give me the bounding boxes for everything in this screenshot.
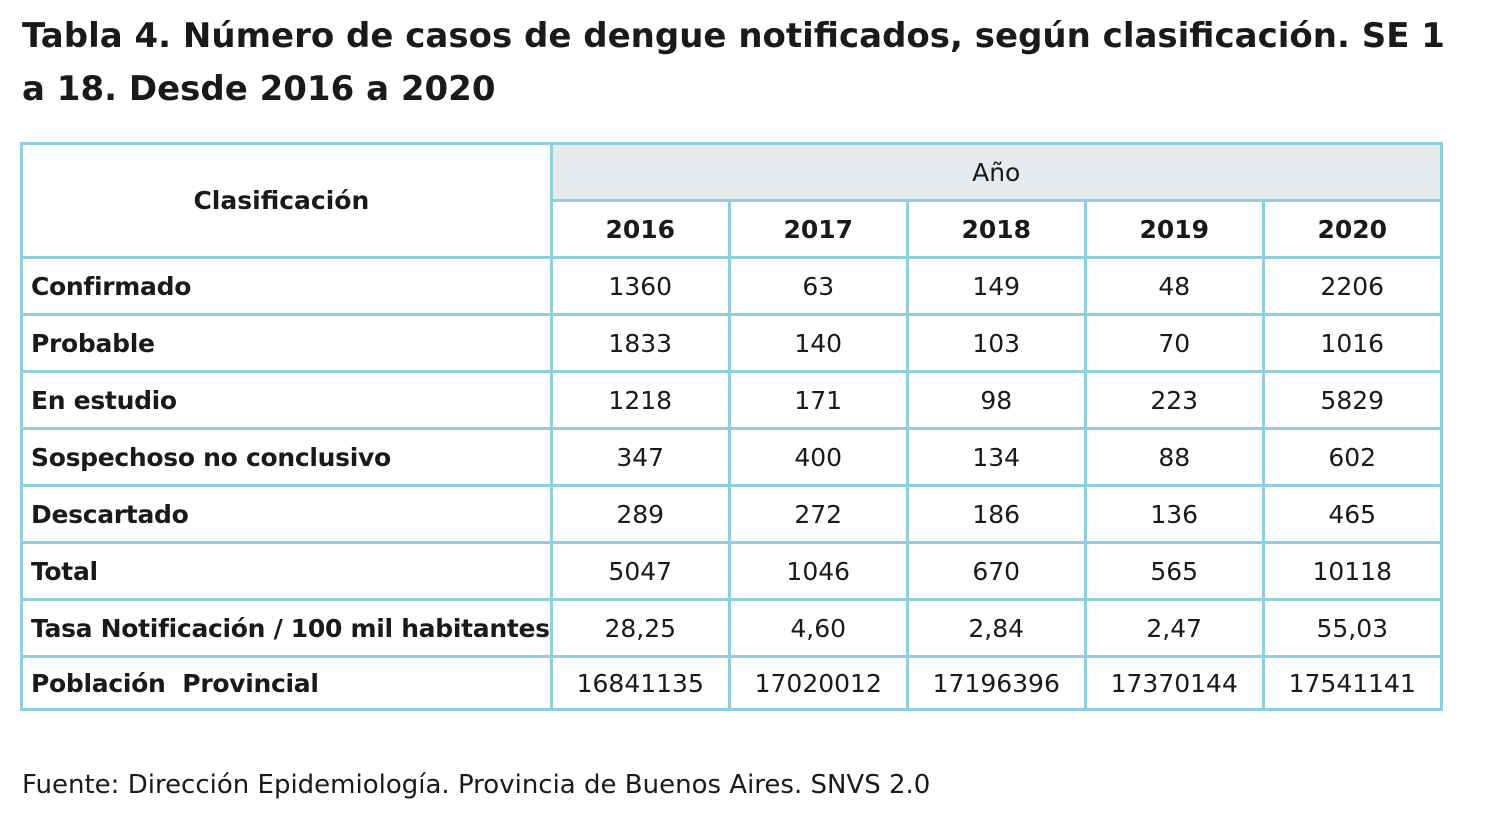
table-row: Total 5047 1046 670 565 10118: [20, 541, 1443, 601]
table-cell: 140: [727, 313, 909, 373]
table-cell: 149: [905, 256, 1087, 316]
table-cell: 17370144: [1083, 655, 1265, 711]
year-header: 2017: [727, 199, 909, 259]
row-label: Sospechoso no conclusivo: [20, 427, 553, 487]
table-cell: 1016: [1261, 313, 1443, 373]
year-header: 2020: [1261, 199, 1443, 259]
row-label: Población Provincial: [20, 655, 553, 711]
table-cell: 1833: [549, 313, 731, 373]
table-cell: 5829: [1261, 370, 1443, 430]
table-cell: 88: [1083, 427, 1265, 487]
table-cell: 2206: [1261, 256, 1443, 316]
dengue-cases-table-container: Clasificación Año 2016 2017 2018 2019 20…: [20, 142, 1443, 711]
table-cell: 48: [1083, 256, 1265, 316]
year-group-header: Año: [549, 142, 1443, 202]
table-cell: 400: [727, 427, 909, 487]
table-row: Probable 1833 140 103 70 1016: [20, 313, 1443, 373]
table-row: En estudio 1218 171 98 223 5829: [20, 370, 1443, 430]
table-cell: 17196396: [905, 655, 1087, 711]
table-cell: 70: [1083, 313, 1265, 373]
table-cell: 134: [905, 427, 1087, 487]
classification-header: Clasificación: [20, 142, 553, 259]
year-header: 2016: [549, 199, 731, 259]
row-label: En estudio: [20, 370, 553, 430]
table-cell: 289: [549, 484, 731, 544]
table-cell: 347: [549, 427, 731, 487]
table-row: Sospechoso no conclusivo 347 400 134 88 …: [20, 427, 1443, 487]
table-cell: 1046: [727, 541, 909, 601]
table-title: Tabla 4. Número de casos de dengue notif…: [22, 16, 1445, 109]
table-cell: 1360: [549, 256, 731, 316]
row-label: Confirmado: [20, 256, 553, 316]
source-note: Fuente: Dirección Epidemiología. Provinc…: [22, 770, 931, 800]
table-cell: 171: [727, 370, 909, 430]
table-cell: 17541141: [1261, 655, 1443, 711]
row-label: Tasa Notificación / 100 mil habitantes: [20, 598, 553, 658]
year-header: 2019: [1083, 199, 1265, 259]
table-cell: 63: [727, 256, 909, 316]
table-cell: 223: [1083, 370, 1265, 430]
table-cell: 103: [905, 313, 1087, 373]
table-cell: 5047: [549, 541, 731, 601]
table-row: Tasa Notificación / 100 mil habitantes 2…: [20, 598, 1443, 658]
table-cell: 17020012: [727, 655, 909, 711]
table-cell: 10118: [1261, 541, 1443, 601]
table-cell: 28,25: [549, 598, 731, 658]
table-cell: 136: [1083, 484, 1265, 544]
table-cell: 565: [1083, 541, 1265, 601]
table-cell: 55,03: [1261, 598, 1443, 658]
table-cell: 2,47: [1083, 598, 1265, 658]
table-row: Población Provincial 16841135 17020012 1…: [20, 655, 1443, 711]
table-cell: 186: [905, 484, 1087, 544]
year-header: 2018: [905, 199, 1087, 259]
table-cell: 1218: [549, 370, 731, 430]
table-cell: 602: [1261, 427, 1443, 487]
dengue-cases-table: Clasificación Año 2016 2017 2018 2019 20…: [20, 142, 1443, 711]
table-row: Descartado 289 272 186 136 465: [20, 484, 1443, 544]
row-label: Descartado: [20, 484, 553, 544]
table-cell: 2,84: [905, 598, 1087, 658]
table-cell: 16841135: [549, 655, 731, 711]
table-cell: 465: [1261, 484, 1443, 544]
row-label: Total: [20, 541, 553, 601]
table-cell: 670: [905, 541, 1087, 601]
table-cell: 4,60: [727, 598, 909, 658]
table-row: Confirmado 1360 63 149 48 2206: [20, 256, 1443, 316]
table-cell: 98: [905, 370, 1087, 430]
table-cell: 272: [727, 484, 909, 544]
row-label: Probable: [20, 313, 553, 373]
